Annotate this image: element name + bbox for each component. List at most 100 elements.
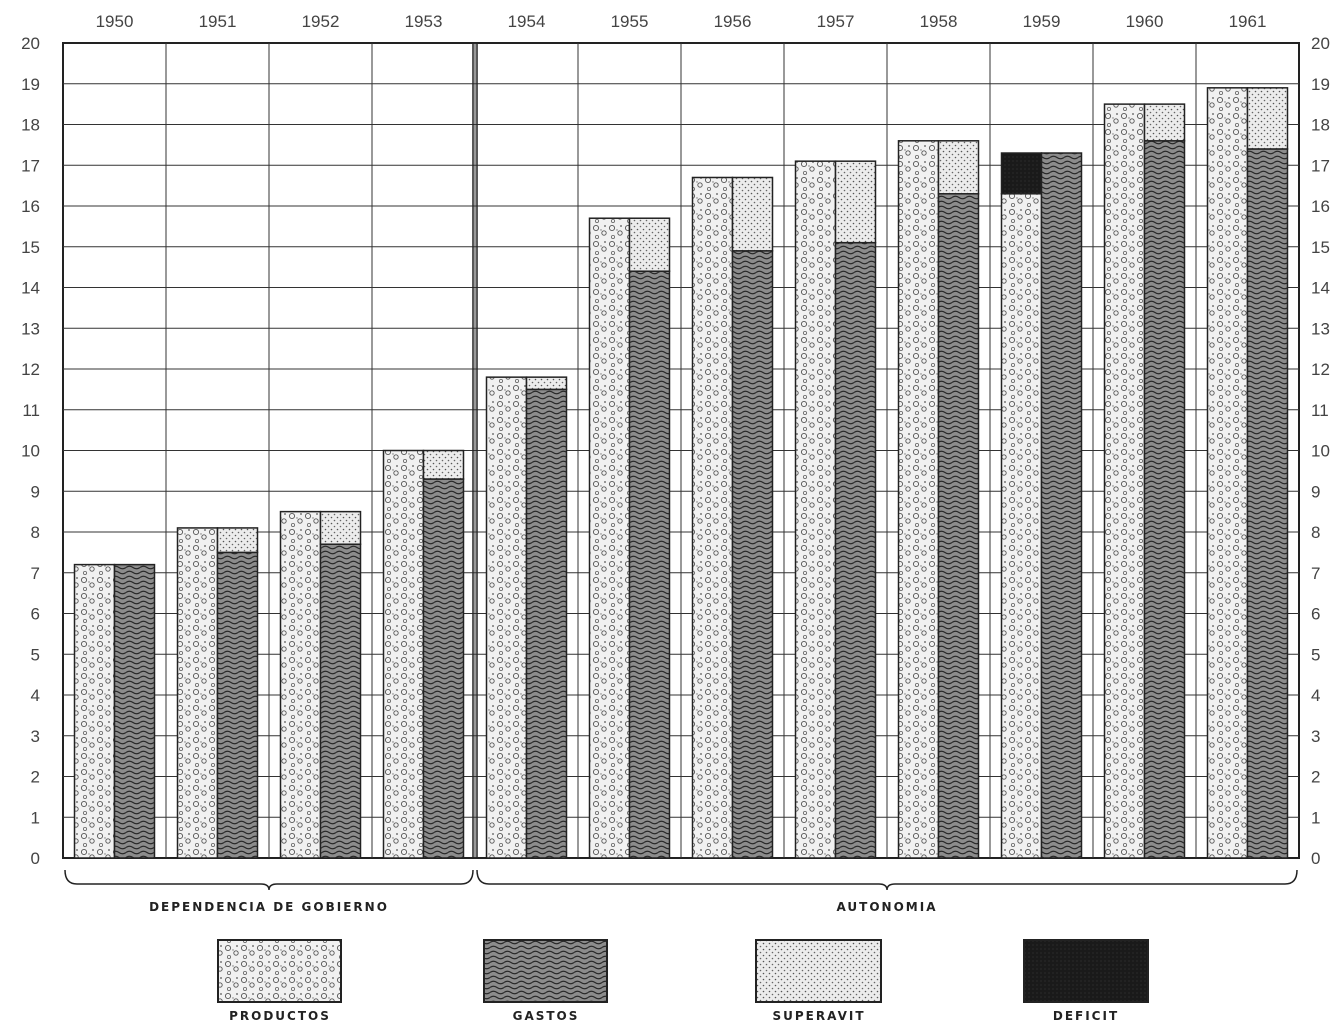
bar-superavit-1953	[422, 449, 465, 480]
y-tick-label-left: 11	[22, 401, 40, 420]
bar-productos-1955	[588, 217, 631, 859]
bar-superavit-1955	[628, 217, 671, 272]
bar-productos-1959	[1000, 193, 1043, 859]
x-tick-label: 1955	[611, 12, 649, 31]
bar-productos-1960	[1103, 103, 1146, 859]
y-tick-label-right: 11	[1311, 401, 1329, 420]
y-tick-label-left: 19	[21, 75, 40, 94]
y-tick-label-left: 2	[31, 768, 40, 787]
bar-gastos-1956	[731, 250, 774, 859]
bar-productos-1951	[176, 527, 219, 859]
y-tick-label-right: 5	[1311, 645, 1320, 664]
legend-label-deficit: DEFICIT	[1053, 1009, 1119, 1023]
y-tick-label-right: 14	[1311, 279, 1330, 298]
bar-gastos-1957	[834, 241, 877, 859]
bar-superavit-1954	[525, 376, 568, 391]
x-tick-label: 1953	[405, 12, 443, 31]
bar-productos-1956	[691, 176, 734, 859]
bar-productos-1950	[73, 563, 116, 859]
bar-deficit-1959	[1000, 152, 1043, 195]
x-tick-label: 1960	[1126, 12, 1164, 31]
legend-label-productos: PRODUCTOS	[229, 1009, 331, 1023]
y-tick-label-left: 15	[21, 238, 40, 257]
legend-swatch-superavit	[755, 939, 882, 1003]
bar-superavit-1960	[1143, 103, 1186, 142]
bar-gastos-1955	[628, 270, 671, 859]
bar-superavit-1957	[834, 160, 877, 244]
legend-label-superavit: SUPERAVIT	[772, 1009, 865, 1023]
x-axis-top: 1950 1951 1952 1953 1954 1955 1956 1957 1958 1959…	[96, 12, 1267, 31]
x-tick-label: 1957	[817, 12, 855, 31]
gridlines	[63, 43, 1299, 858]
bar-gastos-1950	[113, 563, 156, 859]
y-tick-label-right: 18	[1311, 116, 1330, 135]
y-tick-label-right: 19	[1311, 75, 1330, 94]
y-tick-label-left: 7	[31, 564, 40, 583]
y-tick-label-left: 20	[21, 34, 40, 53]
y-tick-label-right: 12	[1311, 360, 1330, 379]
bar-productos-1957	[794, 160, 837, 859]
bar-gastos-1960	[1143, 140, 1186, 859]
x-tick-label: 1959	[1023, 12, 1061, 31]
legend-swatch-gastos	[483, 939, 608, 1003]
x-tick-label: 1958	[920, 12, 958, 31]
bar-gastos-1961	[1246, 148, 1289, 859]
y-tick-label-right: 16	[1311, 197, 1330, 216]
bar-productos-1954	[485, 376, 528, 859]
y-tick-label-right: 1	[1311, 808, 1320, 827]
y-tick-label-left: 9	[31, 482, 40, 501]
y-tick-label-left: 17	[21, 156, 40, 175]
bar-productos-1952	[279, 510, 322, 859]
group-bracket-1	[476, 869, 1298, 891]
y-tick-label-right: 10	[1311, 442, 1330, 461]
bar-superavit-1958	[937, 140, 980, 195]
x-tick-label: 1954	[508, 12, 546, 31]
x-tick-label: 1952	[302, 12, 340, 31]
group-bracket-0	[64, 869, 474, 891]
y-tick-label-right: 0	[1311, 849, 1320, 868]
y-tick-label-left: 10	[21, 442, 40, 461]
bar-productos-1961	[1206, 87, 1249, 859]
group-brackets: DEPENDENCIA DE GOBIERNO AUTONOMIA	[64, 869, 1298, 914]
y-tick-label-left: 8	[31, 523, 40, 542]
x-tick-label: 1950	[96, 12, 134, 31]
y-tick-label-left: 12	[21, 360, 40, 379]
bar-gastos-1951	[216, 551, 259, 859]
legend-label-gastos: GASTOS	[513, 1009, 580, 1023]
y-tick-label-right: 3	[1311, 727, 1320, 746]
y-tick-label-left: 4	[31, 686, 40, 705]
legend-swatch-productos	[217, 939, 342, 1003]
y-tick-label-right: 9	[1311, 482, 1320, 501]
x-tick-label: 1956	[714, 12, 752, 31]
y-tick-label-left: 16	[21, 197, 40, 216]
y-tick-label-right: 4	[1311, 686, 1320, 705]
bar-productos-1953	[382, 449, 425, 859]
x-tick-label: 1961	[1229, 12, 1267, 31]
y-tick-label-right: 2	[1311, 768, 1320, 787]
bar-superavit-1952	[319, 510, 362, 545]
y-tick-label-left: 6	[31, 605, 40, 624]
y-tick-label-left: 3	[31, 727, 40, 746]
bar-gastos-1952	[319, 543, 362, 859]
y-tick-label-left: 0	[31, 849, 40, 868]
legend-swatch-deficit	[1023, 939, 1149, 1003]
y-tick-label-right: 6	[1311, 605, 1320, 624]
bar-gastos-1959	[1040, 152, 1083, 859]
y-tick-label-left: 14	[21, 279, 40, 298]
x-tick-label: 1951	[199, 12, 237, 31]
y-tick-label-right: 7	[1311, 564, 1320, 583]
y-tick-label-left: 5	[31, 645, 40, 664]
y-tick-label-right: 15	[1311, 238, 1330, 257]
y-tick-label-left: 1	[31, 808, 40, 827]
y-tick-label-right: 17	[1311, 156, 1330, 175]
y-tick-label-right: 8	[1311, 523, 1320, 542]
group-label-1: AUTONOMIA	[837, 900, 938, 914]
bar-gastos-1958	[937, 193, 980, 859]
bar-gastos-1953	[422, 478, 465, 859]
bar-productos-1958	[897, 140, 940, 859]
legend: PRODUCTOS GASTOS SUPERAVIT DEFICIT	[217, 939, 1149, 1023]
y-tick-label-right: 20	[1311, 34, 1330, 53]
